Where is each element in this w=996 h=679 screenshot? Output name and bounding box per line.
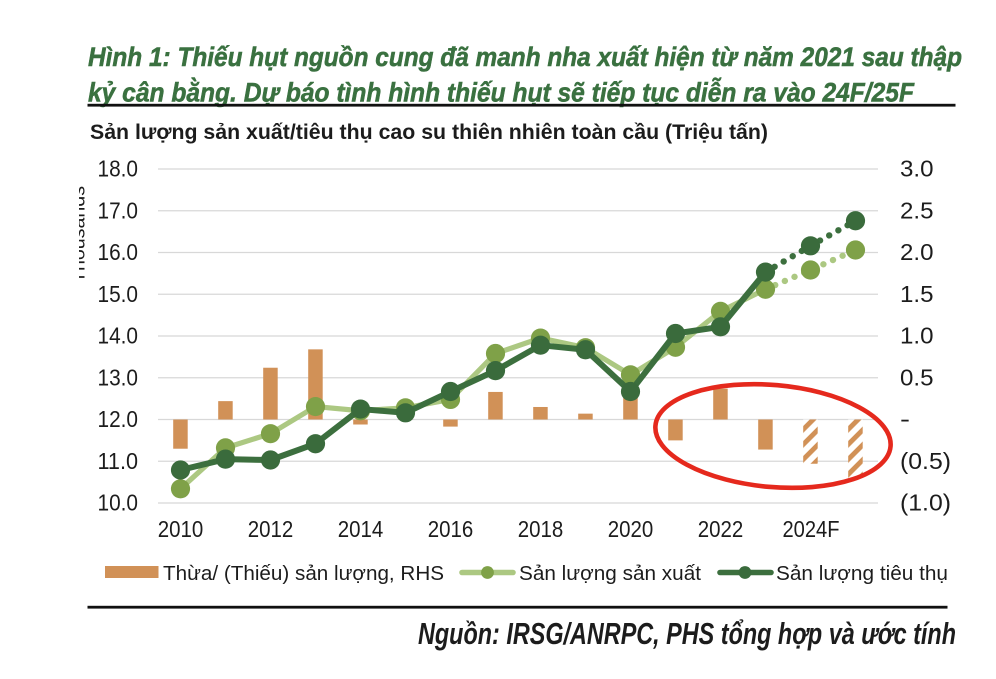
svg-text:-: -: [900, 406, 910, 432]
svg-text:12.0: 12.0: [98, 406, 139, 432]
svg-text:2.5: 2.5: [900, 197, 934, 223]
svg-text:16.0: 16.0: [98, 239, 139, 265]
svg-text:14.0: 14.0: [98, 323, 139, 349]
svg-text:15.0: 15.0: [98, 281, 139, 307]
svg-text:11.0: 11.0: [98, 448, 139, 474]
svg-text:17.0: 17.0: [98, 197, 139, 223]
svg-text:2014: 2014: [338, 516, 384, 542]
svg-text:13.0: 13.0: [98, 364, 139, 390]
svg-text:3.0: 3.0: [900, 156, 934, 182]
svg-text:2020: 2020: [608, 516, 654, 542]
svg-text:0.5: 0.5: [900, 364, 934, 390]
svg-text:10.0: 10.0: [98, 490, 139, 516]
svg-text:2018: 2018: [518, 516, 564, 542]
svg-text:Nguồn: IRSG/ANRPC, PHS tổng hợ: Nguồn: IRSG/ANRPC, PHS tổng hợp và ước t…: [418, 616, 956, 651]
svg-text:Hình 1: Thiếu hụt nguồn cung đ: Hình 1: Thiếu hụt nguồn cung đã manh nha…: [88, 42, 962, 72]
svg-text:2012: 2012: [248, 516, 294, 542]
svg-text:(0.5): (0.5): [900, 448, 951, 474]
svg-text:1.5: 1.5: [900, 281, 934, 307]
svg-text:2024F: 2024F: [783, 516, 840, 542]
svg-text:Sản lượng sản xuất: Sản lượng sản xuất: [519, 562, 701, 585]
svg-text:2.0: 2.0: [900, 239, 934, 265]
svg-text:2016: 2016: [428, 516, 474, 542]
svg-text:2010: 2010: [158, 516, 204, 542]
svg-text:Thừa/ (Thiếu) sản lượng, RHS: Thừa/ (Thiếu) sản lượng, RHS: [163, 562, 444, 585]
svg-text:1.0: 1.0: [900, 323, 934, 349]
svg-text:Thousands: Thousands: [69, 186, 89, 283]
svg-text:(1.0): (1.0): [900, 490, 951, 516]
svg-text:2022: 2022: [698, 516, 744, 542]
svg-text:Sản lượng tiêu thụ: Sản lượng tiêu thụ: [776, 562, 948, 585]
svg-text:18.0: 18.0: [98, 156, 139, 182]
svg-text:kỷ cân bằng. Dự báo tình hình: kỷ cân bằng. Dự báo tình hình thiếu hụt …: [88, 78, 915, 108]
svg-text:Sản lượng sản xuất/tiêu thụ ca: Sản lượng sản xuất/tiêu thụ cao su thiên…: [90, 120, 768, 144]
